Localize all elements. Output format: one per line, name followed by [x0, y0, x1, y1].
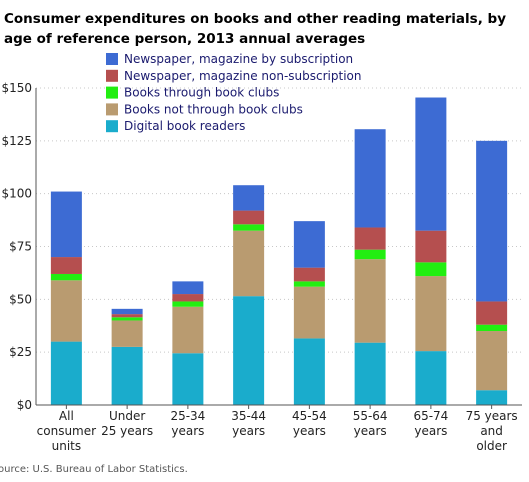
bar-segment: [233, 224, 265, 231]
bar-segment: [415, 97, 447, 231]
legend-swatch: [106, 53, 118, 65]
bar-segment: [354, 259, 386, 343]
x-tick-label: All: [59, 409, 74, 423]
bar-segment: [293, 286, 325, 339]
x-tick-label: years: [414, 424, 447, 438]
y-tick-label: $25: [9, 345, 32, 359]
legend-label: Books not through book clubs: [124, 102, 303, 116]
bar-segment: [50, 257, 82, 274]
bar-segment: [354, 342, 386, 405]
bar-segment: [50, 341, 82, 405]
x-tick-label: Under: [109, 409, 145, 423]
x-tick-label: 75 years: [466, 409, 518, 423]
y-tick-label: $125: [1, 134, 32, 148]
bar-segment: [172, 353, 204, 405]
bar-segment: [50, 273, 82, 281]
bar-segment: [233, 296, 265, 405]
x-tick-label: consumer: [37, 424, 96, 438]
y-tick-label: $100: [1, 187, 32, 201]
x-tick-label: years: [293, 424, 326, 438]
legend-label: Digital book readers: [124, 119, 245, 133]
x-tick-label: and: [480, 424, 503, 438]
x-tick-label: older: [476, 439, 507, 453]
bar-segment: [476, 324, 508, 332]
legend-swatch: [106, 69, 118, 82]
bar-segment: [476, 390, 508, 405]
bar-segment: [476, 331, 508, 391]
bar-segment: [233, 185, 265, 211]
bar-segment: [415, 262, 447, 277]
bar-segment: [293, 338, 325, 405]
legend-swatch: [106, 86, 118, 99]
bar-segment: [354, 129, 386, 228]
x-tick-label: 45-54: [292, 409, 327, 423]
y-tick-label: $0: [17, 398, 32, 412]
bar-segment: [50, 280, 82, 342]
legend-label: Newspaper, magazine by subscription: [124, 52, 353, 66]
bar-segment: [233, 230, 265, 297]
legend-swatch: [106, 103, 118, 116]
bar-segment: [111, 314, 143, 318]
bar-segment: [415, 230, 447, 263]
chart-title: Consumer expenditures on books and other…: [4, 11, 506, 47]
legend-label: Books through book clubs: [124, 86, 279, 100]
bar-segment: [354, 249, 386, 260]
x-tick-label: 65-74: [413, 409, 448, 423]
y-tick-label: $75: [9, 240, 32, 254]
bar-segment: [111, 317, 143, 321]
bar-segment: [293, 221, 325, 268]
x-tick-label: years: [232, 424, 265, 438]
bar-segment: [415, 276, 447, 352]
x-tick-label: 55-64: [353, 409, 388, 423]
bar-segment: [476, 140, 508, 302]
bar-segment: [172, 281, 204, 295]
y-tick-label: $50: [9, 292, 32, 306]
bar-segment: [172, 301, 204, 307]
bar-segment: [50, 191, 82, 258]
bar-segment: [354, 227, 386, 250]
x-tick-label: 35-44: [231, 409, 266, 423]
x-tick-label: 25 years: [101, 424, 153, 438]
bar-segment: [293, 281, 325, 287]
x-tick-label: units: [52, 439, 82, 453]
x-tick-label: 25-34: [170, 409, 205, 423]
x-tick-label: years: [171, 424, 204, 438]
bar-segment: [172, 306, 204, 354]
y-tick-label: $150: [1, 81, 32, 95]
bar-segment: [172, 294, 204, 302]
legend-label: Newspaper, magazine non-subscription: [124, 69, 362, 83]
bar-segment: [476, 301, 508, 325]
x-tick-label: years: [354, 424, 387, 438]
source-note: ource: U.S. Bureau of Labor Statistics.: [0, 464, 188, 475]
bar-segment: [415, 351, 447, 405]
bar-segment: [111, 346, 143, 405]
bar-segment: [111, 308, 143, 315]
bar-segment: [111, 320, 143, 347]
bar-segment: [233, 210, 265, 225]
legend-swatch: [106, 120, 118, 133]
bar-segment: [293, 267, 325, 282]
